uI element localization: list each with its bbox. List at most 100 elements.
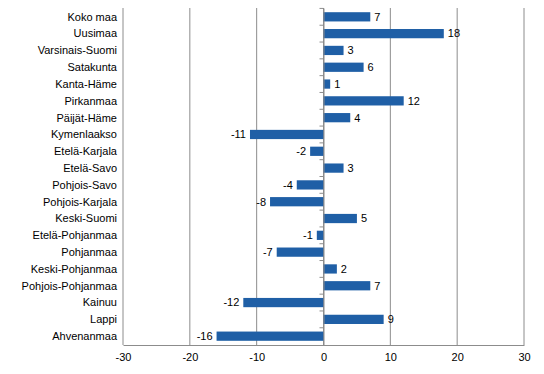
y-tick-mark — [320, 277, 324, 278]
category-label: Uusimaa — [74, 27, 118, 39]
x-tick: 10 — [385, 345, 397, 363]
grid-line — [457, 8, 458, 345]
x-tick: -20 — [182, 345, 198, 363]
bars — [217, 12, 444, 341]
y-axis — [320, 8, 325, 345]
y-tick-mark — [320, 8, 324, 9]
y-tick — [320, 92, 324, 93]
bar — [310, 147, 323, 156]
bar — [324, 281, 371, 290]
category-labels: Koko maaUusimaaVarsinais-SuomiSatakuntaK… — [22, 11, 118, 342]
x-tick-label: 30 — [518, 351, 530, 363]
data-label: 12 — [408, 95, 420, 107]
category-label: Koko maa — [67, 11, 117, 23]
x-tick: 0 — [321, 345, 327, 363]
data-label: -12 — [223, 296, 239, 308]
bar — [243, 298, 323, 307]
data-label: -16 — [197, 330, 213, 342]
x-tick-label: -30 — [116, 351, 132, 363]
y-tick-mark — [320, 92, 324, 93]
grid-line — [123, 8, 124, 345]
y-tick-mark — [320, 42, 324, 43]
y-tick — [320, 294, 324, 295]
y-tick — [320, 176, 324, 177]
data-label: -8 — [256, 196, 266, 208]
y-tick — [320, 277, 324, 278]
data-label: 4 — [354, 112, 360, 124]
category-label: Pohjois-Pohjanmaa — [22, 280, 118, 292]
y-tick-mark — [320, 260, 324, 261]
y-tick — [320, 75, 324, 76]
x-tick: 20 — [452, 345, 464, 363]
bar — [324, 29, 444, 38]
category-label: Pirkanmaa — [64, 95, 117, 107]
x-tick-label: 10 — [385, 351, 397, 363]
y-tick — [320, 310, 324, 311]
bar — [324, 96, 404, 105]
x-tick: 30 — [518, 345, 530, 363]
y-tick-mark — [320, 193, 324, 194]
bar — [277, 248, 324, 257]
data-label: -4 — [283, 179, 293, 191]
y-tick — [320, 210, 324, 211]
data-label: 1 — [334, 78, 340, 90]
category-label: Pohjois-Karjala — [43, 196, 118, 208]
bar — [324, 264, 337, 273]
category-label: Kanta-Häme — [55, 78, 117, 90]
x-tick-label: 0 — [321, 351, 327, 363]
y-tick-mark — [320, 142, 324, 143]
category-label: Etelä-Karjala — [54, 145, 118, 157]
y-tick-mark — [320, 294, 324, 295]
x-tick: -30 — [116, 345, 132, 363]
y-tick — [320, 226, 324, 227]
bar — [317, 231, 324, 240]
data-label: -1 — [303, 229, 313, 241]
grid-line — [189, 8, 190, 345]
grid-line — [524, 8, 525, 345]
y-tick-mark — [320, 226, 324, 227]
bar — [270, 197, 323, 206]
y-tick — [320, 109, 324, 110]
category-label: Lappi — [90, 313, 117, 325]
data-label: 3 — [348, 162, 354, 174]
grid-line — [390, 8, 391, 345]
y-tick — [320, 159, 324, 160]
category-label: Keski-Pohjanmaa — [31, 263, 118, 275]
bar — [324, 79, 331, 88]
data-label: 18 — [448, 27, 460, 39]
category-label: Kymenlaakso — [51, 128, 117, 140]
y-tick — [320, 25, 324, 26]
y-tick-mark — [320, 159, 324, 160]
bar — [250, 130, 324, 139]
category-label: Ahvenanmaa — [52, 330, 118, 342]
y-tick-mark — [320, 243, 324, 244]
x-tick: -10 — [249, 345, 265, 363]
data-label: 5 — [361, 212, 367, 224]
x-tick-label: 20 — [452, 351, 464, 363]
bar — [324, 63, 364, 72]
data-label: 9 — [388, 313, 394, 325]
data-label: 7 — [374, 280, 380, 292]
chart: -30-20-100102030Koko maaUusimaaVarsinais… — [0, 0, 544, 374]
x-tick-label: -10 — [249, 351, 265, 363]
y-tick — [320, 42, 324, 43]
y-tick — [320, 260, 324, 261]
data-label: -11 — [231, 128, 246, 140]
category-label: Satakunta — [67, 61, 117, 73]
y-tick-mark — [320, 210, 324, 211]
x-tick-label: -20 — [182, 351, 198, 363]
category-label: Kainuu — [83, 296, 117, 308]
y-tick — [320, 126, 324, 127]
bar — [324, 214, 357, 223]
y-tick-mark — [320, 109, 324, 110]
category-label: Pohjois-Savo — [52, 179, 117, 191]
data-label: -7 — [263, 246, 273, 258]
category-label: Keski-Suomi — [55, 212, 117, 224]
bar — [324, 315, 384, 324]
bar — [324, 46, 344, 55]
grid-line — [256, 8, 257, 345]
data-label: 6 — [368, 61, 374, 73]
bar — [324, 12, 371, 21]
category-label: Päijät-Häme — [56, 112, 117, 124]
data-labels: 718361124-11-23-4-85-1-727-129-16 — [197, 11, 460, 342]
